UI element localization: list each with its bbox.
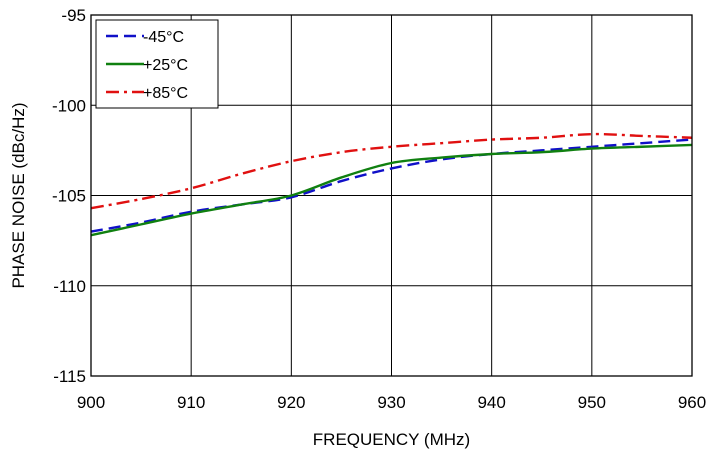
x-tick-label: 920 — [277, 393, 305, 412]
x-tick-label: 910 — [177, 393, 205, 412]
x-tick-label: 960 — [678, 393, 706, 412]
x-tick-label: 930 — [377, 393, 405, 412]
y-tick-label: -105 — [52, 187, 86, 206]
legend-label-plus85: +85°C — [143, 85, 188, 102]
tick-labels: 900 910 920 930 940 950 960 -95 -100 -105 -110 -115 — [52, 6, 706, 412]
series-line-plus25 — [90, 143, 693, 237]
series-line-minus45 — [90, 138, 693, 233]
x-axis-title: FREQUENCY (MHz) — [313, 430, 470, 449]
legend-label-minus45: -45°C — [143, 29, 184, 46]
x-tick-label: 950 — [578, 393, 606, 412]
series-lines — [90, 132, 693, 237]
y-tick-label: -95 — [61, 6, 86, 25]
legend-label-plus25: +25°C — [143, 57, 188, 74]
x-tick-label: 900 — [77, 393, 105, 412]
y-axis-title: PHASE NOISE (dBc/Hz) — [9, 102, 28, 288]
legend: -45°C +25°C +85°C — [95, 19, 219, 109]
x-tick-label: 940 — [477, 393, 505, 412]
y-tick-label: -110 — [53, 277, 86, 296]
y-tick-label: -115 — [53, 367, 86, 386]
y-tick-label: -100 — [52, 96, 86, 115]
plot-frame — [90, 14, 693, 377]
